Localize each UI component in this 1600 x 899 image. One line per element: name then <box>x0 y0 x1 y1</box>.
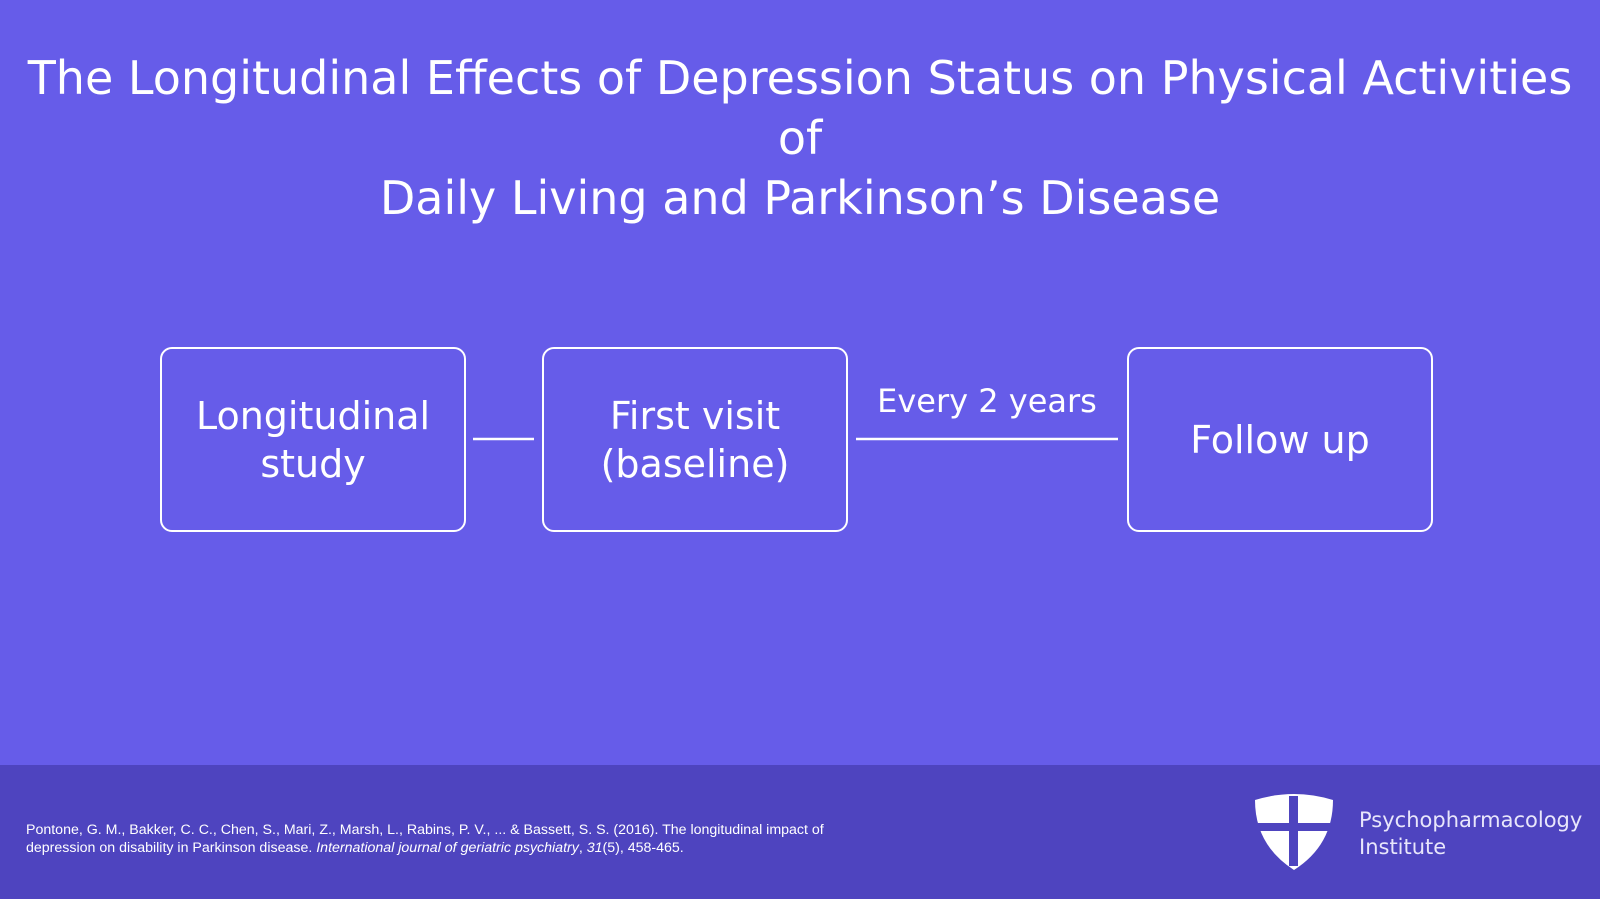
title-line: Daily Living and Parkinson’s Disease <box>379 171 1221 225</box>
logo-line: Psychopharmacology <box>1359 808 1583 832</box>
node: Longitudinal study <box>160 347 466 532</box>
citation-text: (5), 458-465. <box>602 840 684 856</box>
node: First visit (baseline) <box>542 347 848 532</box>
citation-volume: 31 <box>586 840 603 856</box>
citation: Pontone, G. M., Bakker, C. C., Chen, S.,… <box>26 821 886 857</box>
logo-text: Psychopharmacology Institute <box>1359 807 1582 861</box>
citation-text: Pontone, G. M., Bakker, C. C., Chen, S.,… <box>26 822 824 856</box>
title: The Longitudinal Effects of Depression S… <box>0 48 1600 228</box>
logo-line: Institute <box>1359 835 1447 859</box>
title-line: The Longitudinal Effects of Depression S… <box>27 51 1573 165</box>
node: Follow up <box>1127 347 1433 532</box>
edge-label: Every 2 years <box>877 382 1097 420</box>
citation-journal: International journal of geriatric psych… <box>316 840 579 856</box>
citation-text: , <box>578 840 587 856</box>
logo-shield <box>1255 794 1333 870</box>
footer <box>0 765 1600 899</box>
